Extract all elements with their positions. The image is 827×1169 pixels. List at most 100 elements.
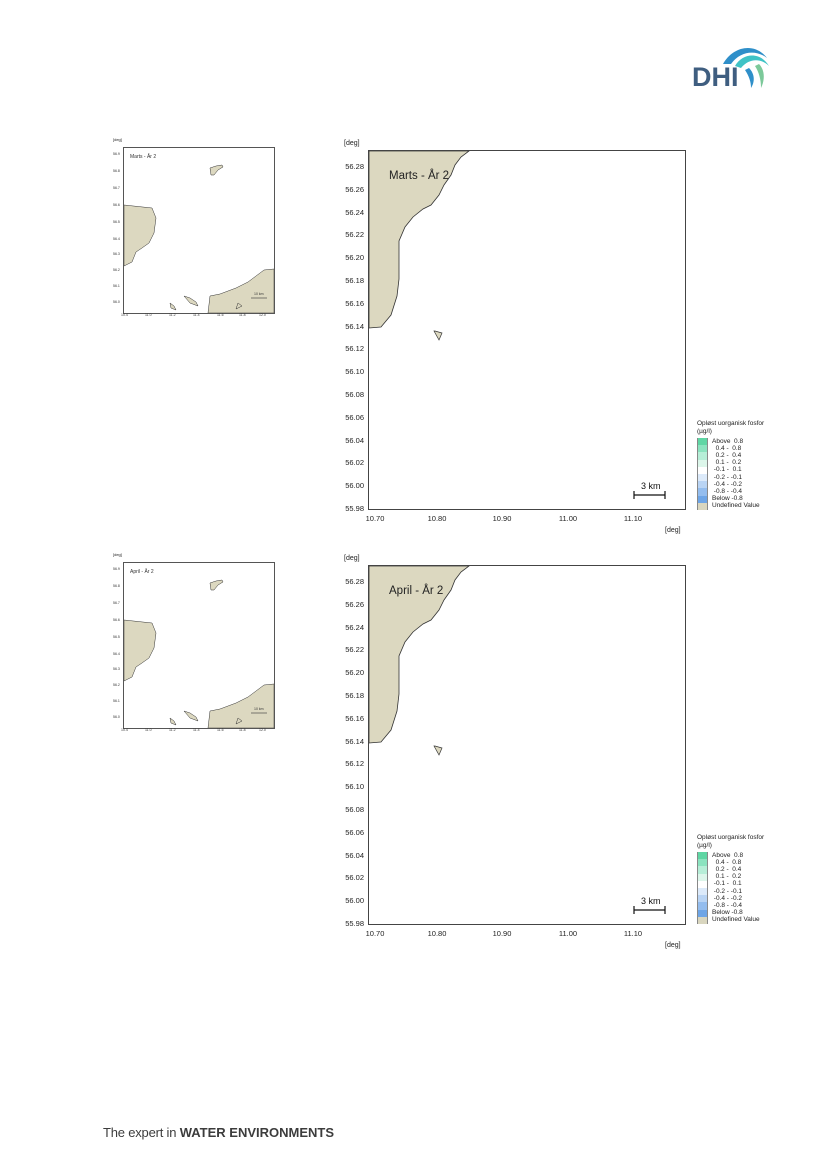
thumb-x-tick: 11.8 — [239, 313, 246, 317]
wave-icon — [723, 47, 769, 88]
y-axis-unit: [deg] — [344, 555, 360, 562]
legend-swatch — [697, 909, 708, 917]
y-tick: 55.98 — [345, 504, 364, 513]
y-tick: 56.04 — [345, 850, 364, 860]
thumb-y-tick: 56.4 — [113, 237, 120, 241]
y-tick: 56.18 — [345, 276, 364, 285]
thumb-y-tick: 56.6 — [113, 203, 120, 207]
thumb-y-tick: 56.3 — [113, 252, 120, 256]
y-tick: 56.26 — [345, 599, 364, 609]
y-tick: 56.10 — [345, 782, 364, 792]
legend-item: -0.8 - -0.4 — [697, 488, 787, 496]
legend-item: 0.4 - 0.8 — [697, 859, 787, 867]
legend-label: -0.2 - -0.1 — [712, 473, 742, 481]
y-tick: 56.22 — [345, 230, 364, 240]
legend: Opløst uorganisk fosfor (µg/l) Above 0.8… — [697, 834, 797, 934]
legend: Opløst uorganisk fosfor (µg/l) Above 0.8… — [697, 420, 797, 520]
legend-swatch — [697, 859, 708, 867]
y-tick: 56.16 — [345, 713, 364, 723]
legend-label: -0.4 - -0.2 — [712, 894, 742, 902]
y-tick: 56.20 — [345, 668, 364, 678]
legend-label: Undefined Value — [712, 502, 760, 510]
legend-item: -0.2 - -0.1 — [697, 473, 787, 482]
legend-swatch — [697, 452, 708, 460]
thumb-y-unit: [deg] — [113, 137, 122, 142]
thumb-y-tick: 56.6 — [113, 618, 120, 622]
scale-bar-label: 3 km — [641, 481, 661, 491]
dhi-logo — [685, 44, 775, 100]
x-tick: 10.70 — [365, 929, 385, 938]
thumb-x-tick: 12.0 — [259, 728, 266, 732]
scale-bar-label: 3 km — [641, 896, 661, 906]
legend-item: Below -0.8 — [697, 495, 787, 503]
x-tick: 10.70 — [365, 514, 385, 523]
legend-swatch — [697, 495, 708, 503]
logo-text: DHI — [692, 62, 739, 92]
overview-thumbnail: [deg] Marts - År 2 10 km 56.9 56.8 56.7 … — [113, 137, 283, 317]
thumb-x-tick: 11.6 — [217, 313, 224, 317]
legend-swatch — [697, 502, 708, 510]
y-tick: 56.00 — [345, 481, 364, 491]
y-tick: 56.28 — [345, 577, 364, 586]
y-tick: 55.98 — [345, 919, 364, 928]
legend-swatch — [697, 852, 708, 860]
y-tick: 56.02 — [345, 873, 364, 883]
thumb-y-unit: [deg] — [113, 552, 122, 557]
thumb-title: Marts - År 2 — [130, 154, 157, 160]
x-tick: 11.10 — [623, 514, 643, 523]
thumb-land — [124, 579, 274, 728]
thumb-y-tick: 56.9 — [113, 152, 120, 156]
x-axis-unit: [deg] — [665, 942, 681, 949]
legend-label: Above 0.8 — [712, 437, 744, 445]
legend-swatch — [697, 466, 708, 474]
y-tick: 56.16 — [345, 298, 364, 308]
thumb-x-tick: 11.0 — [145, 313, 152, 317]
legend-swatch — [697, 459, 708, 467]
y-tick: 56.00 — [345, 896, 364, 906]
thumb-x-tick: 10.4 — [121, 313, 128, 317]
legend-item: -0.8 - -0.4 — [697, 902, 787, 910]
map-title: April - År 2 — [389, 585, 444, 597]
legend-title: Opløst uorganisk fosfor — [697, 420, 765, 427]
legend-label: Below -0.8 — [712, 909, 743, 917]
legend-item: Above 0.8 — [697, 852, 787, 860]
legend-item: 0.1 - 0.2 — [697, 459, 787, 467]
thumb-title: April - År 2 — [130, 569, 154, 575]
thumb-y-tick: 56.1 — [113, 284, 120, 288]
thumb-x-tick: 11.4 — [193, 728, 200, 732]
legend-swatch — [697, 438, 708, 446]
thumb-x-tick: 10.4 — [121, 728, 128, 732]
y-tick: 56.28 — [345, 162, 364, 171]
thumb-land — [124, 164, 274, 313]
x-tick: 10.80 — [427, 929, 447, 938]
thumb-frame: Marts - År 2 10 km — [123, 147, 275, 314]
legend-label: 0.4 - 0.8 — [712, 444, 742, 452]
x-tick: 11.10 — [623, 929, 643, 938]
legend-label: -0.1 - 0.1 — [712, 880, 742, 888]
legend-swatch — [697, 902, 708, 910]
thumb-scale-label: 10 km — [254, 707, 264, 711]
thumb-y-tick: 56.4 — [113, 652, 120, 656]
legend-label: -0.2 - -0.1 — [712, 887, 742, 895]
legend-swatch — [697, 481, 708, 489]
legend-swatch — [697, 873, 708, 881]
thumb-frame: April - År 2 10 km — [123, 562, 275, 729]
y-tick: 56.04 — [345, 435, 364, 445]
legend-label: 0.1 - 0.2 — [712, 873, 742, 881]
legend-label: 0.2 - 0.4 — [712, 865, 742, 873]
thumb-scale-label: 10 km — [254, 292, 264, 296]
legend-label: Below -0.8 — [712, 495, 743, 503]
thumb-y-tick: 56.2 — [113, 268, 120, 272]
x-tick: 10.90 — [492, 929, 512, 938]
legend-swatch — [697, 888, 708, 896]
thumb-y-tick: 56.7 — [113, 186, 120, 190]
thumb-y-tick: 56.9 — [113, 567, 120, 571]
thumb-y-tick: 56.8 — [113, 169, 120, 173]
footer-prefix: The expert in — [103, 1125, 180, 1140]
thumb-x-tick: 11.6 — [217, 728, 224, 732]
y-tick: 56.18 — [345, 691, 364, 700]
y-tick: 56.20 — [345, 253, 364, 263]
y-tick: 56.26 — [345, 184, 364, 194]
map-frame: Marts - År 2 3 km — [368, 150, 686, 510]
legend-item: Undefined Value — [697, 502, 787, 510]
